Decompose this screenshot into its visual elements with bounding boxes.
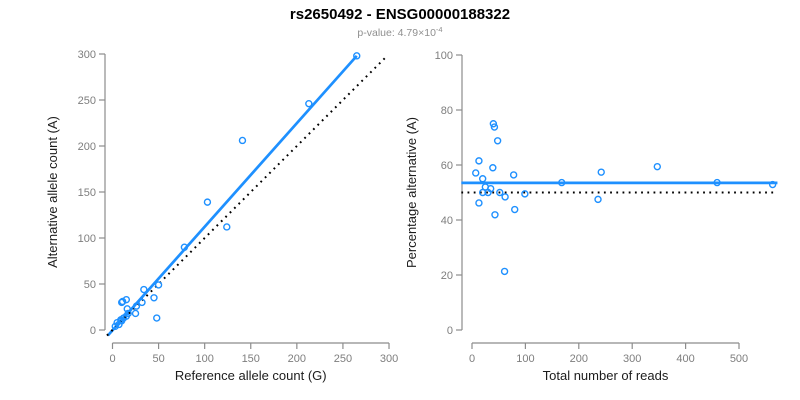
x-tick-label: 0 bbox=[109, 353, 115, 365]
y-tick-label: 40 bbox=[441, 215, 453, 227]
y-tick-label: 300 bbox=[78, 49, 96, 61]
data-point bbox=[118, 297, 127, 306]
x-tick-label: 250 bbox=[334, 353, 352, 365]
allele-counts-scatter-xlabel: Reference allele count (G) bbox=[175, 368, 327, 383]
data-point bbox=[486, 184, 495, 193]
identity-line bbox=[106, 55, 388, 337]
fit-line bbox=[106, 54, 358, 337]
data-point bbox=[500, 267, 509, 276]
page-title: rs2650492 - ENSG00000188322 bbox=[289, 6, 511, 23]
data-point bbox=[491, 211, 499, 219]
data-point bbox=[475, 199, 483, 207]
data-point bbox=[493, 137, 502, 145]
x-tick-label: 100 bbox=[516, 353, 534, 365]
data-point bbox=[713, 178, 721, 187]
data-point bbox=[478, 175, 487, 183]
data-point bbox=[180, 243, 189, 251]
data-point bbox=[123, 305, 131, 313]
y-tick-label: 0 bbox=[447, 325, 453, 337]
data-point bbox=[353, 52, 361, 60]
y-tick-label: 100 bbox=[435, 50, 453, 62]
data-point bbox=[511, 205, 519, 214]
data-point bbox=[472, 169, 480, 177]
data-point bbox=[509, 171, 518, 179]
allele-counts-scatter-ylabel: Alternative allele count (A) bbox=[45, 116, 60, 268]
percentage-vs-reads-scatter-ylabel: Percentage alternative (A) bbox=[404, 117, 419, 268]
data-point bbox=[140, 285, 148, 294]
data-point bbox=[132, 302, 141, 310]
data-point bbox=[594, 195, 602, 204]
data-point bbox=[521, 190, 529, 198]
x-tick-label: 50 bbox=[152, 353, 164, 365]
x-tick-label: 200 bbox=[288, 353, 306, 365]
data-point bbox=[131, 309, 140, 318]
x-tick-label: 500 bbox=[730, 353, 748, 365]
y-tick-label: 0 bbox=[90, 325, 96, 337]
x-tick-label: 300 bbox=[623, 353, 641, 365]
pvalue-exponent: -4 bbox=[435, 25, 443, 34]
data-point bbox=[597, 168, 605, 176]
data-point bbox=[153, 314, 161, 322]
y-tick-label: 80 bbox=[441, 105, 453, 117]
pvalue-text: p-value: 4.79 bbox=[357, 27, 419, 39]
x-tick-label: 100 bbox=[195, 353, 213, 365]
data-point bbox=[124, 309, 132, 318]
data-point bbox=[154, 281, 163, 289]
data-point bbox=[122, 295, 131, 304]
pvalue-times-base: ×10 bbox=[418, 27, 436, 39]
x-tick-label: 0 bbox=[469, 353, 475, 365]
pvalue-subtitle: p-value: 4.79×10-4 bbox=[0, 25, 800, 39]
y-tick-label: 250 bbox=[78, 95, 96, 107]
y-tick-label: 150 bbox=[78, 187, 96, 199]
data-point bbox=[558, 178, 566, 187]
x-tick-label: 150 bbox=[242, 353, 260, 365]
data-point bbox=[489, 120, 498, 128]
data-point bbox=[768, 180, 777, 189]
data-point bbox=[496, 188, 504, 197]
y-tick-label: 50 bbox=[84, 279, 96, 291]
data-point bbox=[203, 198, 212, 206]
data-point bbox=[490, 123, 499, 131]
y-tick-label: 200 bbox=[78, 141, 96, 153]
data-point bbox=[150, 294, 158, 302]
data-point bbox=[305, 99, 313, 108]
x-tick-label: 400 bbox=[676, 353, 694, 365]
data-point bbox=[238, 136, 247, 145]
data-point bbox=[653, 162, 661, 171]
x-tick-label: 300 bbox=[380, 353, 398, 365]
x-tick-label: 200 bbox=[570, 353, 588, 365]
data-point bbox=[111, 322, 119, 331]
data-point bbox=[475, 157, 483, 165]
data-point bbox=[138, 298, 146, 307]
data-point bbox=[223, 223, 231, 231]
data-point bbox=[489, 164, 497, 172]
y-tick-label: 20 bbox=[441, 270, 453, 282]
y-tick-label: 100 bbox=[78, 233, 96, 245]
y-tick-label: 60 bbox=[441, 160, 453, 172]
data-point bbox=[501, 193, 509, 201]
percentage-vs-reads-scatter-xlabel: Total number of reads bbox=[543, 368, 669, 383]
